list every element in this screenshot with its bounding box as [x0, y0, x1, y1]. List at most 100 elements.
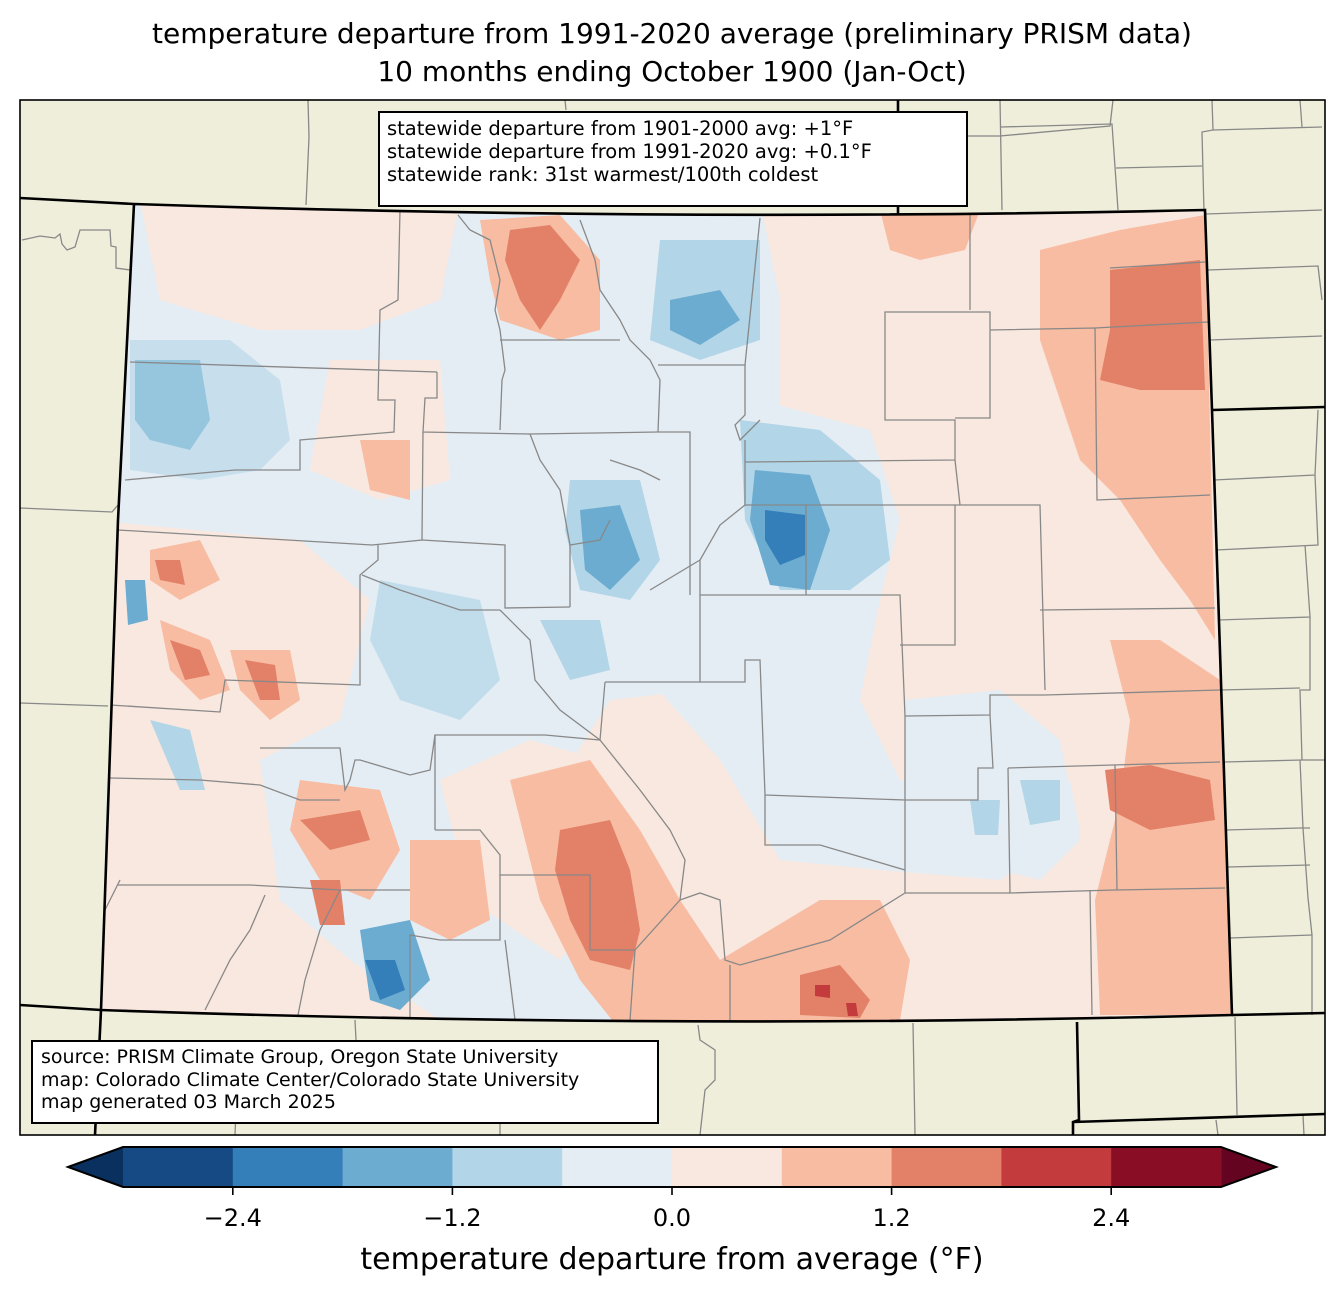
- colorbar: [65, 1146, 1279, 1195]
- contour-warm-3: [300, 810, 370, 850]
- contour-cool-1: [130, 340, 290, 480]
- county-line: [20, 504, 119, 513]
- county-line: [912, 1022, 916, 1135]
- county-line: [954, 459, 961, 506]
- colorbar-bin: [123, 1147, 234, 1187]
- contour-cool-0: [600, 400, 1080, 880]
- county-line: [1205, 209, 1323, 215]
- county-line: [1302, 1114, 1305, 1135]
- contour-cool-3: [365, 960, 405, 1000]
- contour-warm-3: [310, 880, 345, 925]
- contour-cool-0: [905, 690, 1080, 880]
- colorbar-bin: [1111, 1147, 1222, 1187]
- county-line: [1089, 889, 1093, 1016]
- stats-line-1900-2000: statewide departure from 1901-2000 avg: …: [387, 117, 854, 140]
- county-line: [1215, 474, 1319, 551]
- contour-cool-2: [125, 580, 148, 625]
- county-line: [1212, 126, 1323, 131]
- contour-warm-1: [140, 204, 460, 330]
- county-line: [129, 361, 438, 373]
- county-line: [744, 440, 1046, 691]
- colorbar-bin: [1001, 1147, 1112, 1187]
- county-line: [109, 545, 379, 713]
- colorbar-tick-label: 0.0: [652, 1204, 692, 1232]
- county-line: [422, 372, 659, 435]
- county-line: [1299, 617, 1325, 761]
- county-line: [734, 365, 761, 442]
- county-line: [905, 714, 994, 801]
- county-line: [1299, 759, 1313, 1015]
- county-line: [900, 505, 956, 646]
- county-line: [1215, 1119, 1219, 1135]
- county-line: [904, 694, 1045, 717]
- temperature-field: [101, 204, 1232, 1022]
- map-title: temperature departure from 1991-2020 ave…: [152, 17, 1192, 50]
- county-line: [999, 100, 1003, 211]
- contour-warm-4: [815, 985, 830, 998]
- colorbar-bin: [342, 1147, 453, 1187]
- stats-line-1991-2020: statewide departure from 1991-2020 avg: …: [387, 140, 872, 163]
- colorbar-bin: [891, 1147, 1002, 1187]
- county-line: [1299, 100, 1303, 128]
- county-line: [260, 734, 436, 793]
- county-line: [968, 100, 1114, 137]
- county-line: [579, 219, 661, 433]
- contour-warm-2: [150, 540, 220, 600]
- county-line: [1039, 607, 1216, 611]
- contour-cool-3: [765, 510, 805, 565]
- contour-cool-1: [970, 800, 1000, 835]
- county-line: [564, 100, 567, 111]
- county-line: [1219, 687, 1301, 691]
- county-line: [744, 311, 991, 463]
- colorbar-label: temperature departure from average (°F): [360, 1242, 984, 1277]
- county-line: [1044, 689, 1221, 696]
- county-line: [599, 739, 686, 901]
- county-line: [297, 889, 341, 1016]
- colorbar-bin: [232, 1147, 344, 1187]
- county-line: [764, 795, 906, 871]
- county-line: [1007, 761, 1221, 769]
- state-border: [1072, 1112, 1325, 1124]
- generated-date-line: map generated 03 March 2025: [41, 1091, 336, 1113]
- county-line: [699, 504, 906, 717]
- map-subtitle: 10 months ending October 1900 (Jan-Oct): [377, 55, 967, 88]
- contour-warm-2: [880, 210, 980, 260]
- colorbar-bin: [562, 1147, 673, 1187]
- county-line: [989, 327, 1211, 501]
- county-line: [1223, 759, 1303, 763]
- contour-warm-2: [360, 440, 410, 500]
- county-line: [354, 1019, 357, 1041]
- county-line: [504, 939, 516, 1021]
- county-line: [124, 209, 401, 481]
- contour-cool-2: [580, 505, 640, 590]
- county-line: [658, 431, 691, 595]
- colorbar-over-arrow: [1221, 1147, 1276, 1187]
- colorado-counties: [104, 209, 1226, 1021]
- county-line: [1000, 123, 1119, 211]
- contour-warm-1: [310, 360, 450, 500]
- county-line: [499, 609, 601, 741]
- county-line: [21, 229, 131, 271]
- map-frame: [19, 99, 1326, 1136]
- stats-rank: statewide rank: 31st warmest/100th colde…: [387, 163, 819, 186]
- colorbar-under-arrow: [68, 1147, 123, 1187]
- state-border: [20, 1003, 102, 1012]
- county-line: [629, 949, 636, 1021]
- county-line: [109, 777, 340, 801]
- county-line: [1094, 321, 1209, 329]
- county-line: [1209, 335, 1323, 341]
- county-line: [421, 539, 571, 609]
- county-line: [1109, 261, 1206, 269]
- colorbar-bin: [452, 1147, 563, 1187]
- county-line: [649, 559, 701, 591]
- county-line: [529, 433, 571, 546]
- source-line: source: PRISM Climate Group, Oregon Stat…: [41, 1046, 559, 1068]
- county-line: [361, 574, 500, 611]
- colorbar-tick-label: 2.4: [1092, 1204, 1131, 1232]
- county-line: [1227, 864, 1311, 868]
- county-line: [1201, 100, 1214, 213]
- state-border: [1231, 1011, 1325, 1017]
- contour-warm-3: [155, 560, 185, 585]
- contour-cool-1: [370, 580, 500, 720]
